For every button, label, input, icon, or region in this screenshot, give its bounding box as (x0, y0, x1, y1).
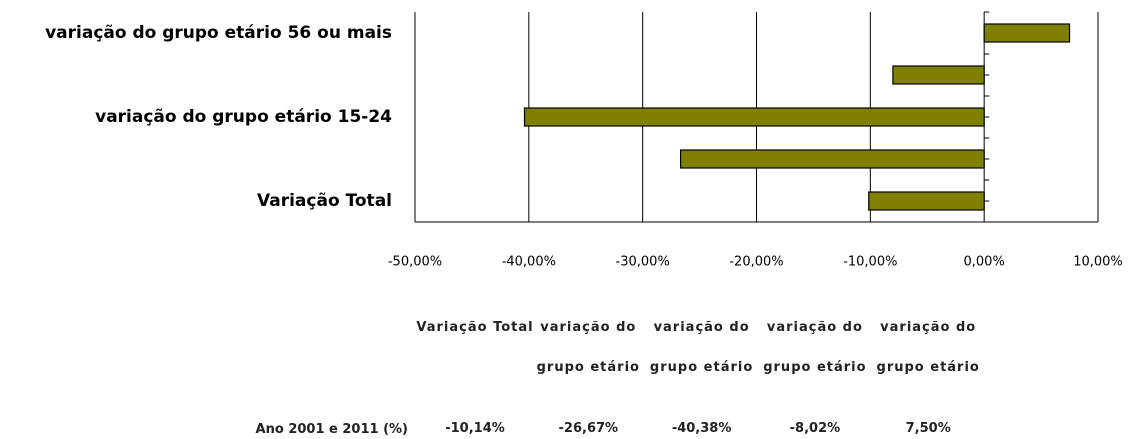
table-value: 7,50% (905, 421, 951, 436)
table-header: variação do grupo etário (876, 320, 980, 375)
table-header: variação do grupo etário (536, 320, 640, 375)
x-tick-label: -10,00% (843, 255, 897, 270)
bar (523, 107, 985, 127)
bar (892, 65, 985, 85)
category-label: variação do grupo etário 56 ou mais (45, 23, 392, 43)
bar (868, 191, 985, 211)
table-header: Variação Total (416, 320, 534, 335)
table-value: -8,02% (789, 421, 841, 436)
table-value: -10,14% (445, 421, 505, 436)
table-value: -26,67% (558, 421, 619, 436)
category-label: variação do grupo etário 15-24 (95, 107, 392, 127)
table-header: variação do grupo etário (763, 320, 867, 375)
table-header: variação do grupo etário (649, 320, 754, 375)
x-tick-label: -50,00% (388, 255, 442, 270)
x-tick-label: 0,00% (964, 255, 1005, 270)
x-tick-label: -20,00% (729, 255, 783, 270)
table-value: -40,38% (671, 421, 732, 436)
bar (679, 149, 985, 169)
bar (983, 23, 1071, 43)
x-tick-label: 10,00% (1073, 255, 1123, 270)
category-label: Variação Total (257, 191, 392, 211)
x-tick-label: -40,00% (502, 255, 556, 270)
x-tick-label: -30,00% (616, 255, 670, 270)
row-label: Ano 2001 e 2011 (%) (255, 422, 408, 437)
